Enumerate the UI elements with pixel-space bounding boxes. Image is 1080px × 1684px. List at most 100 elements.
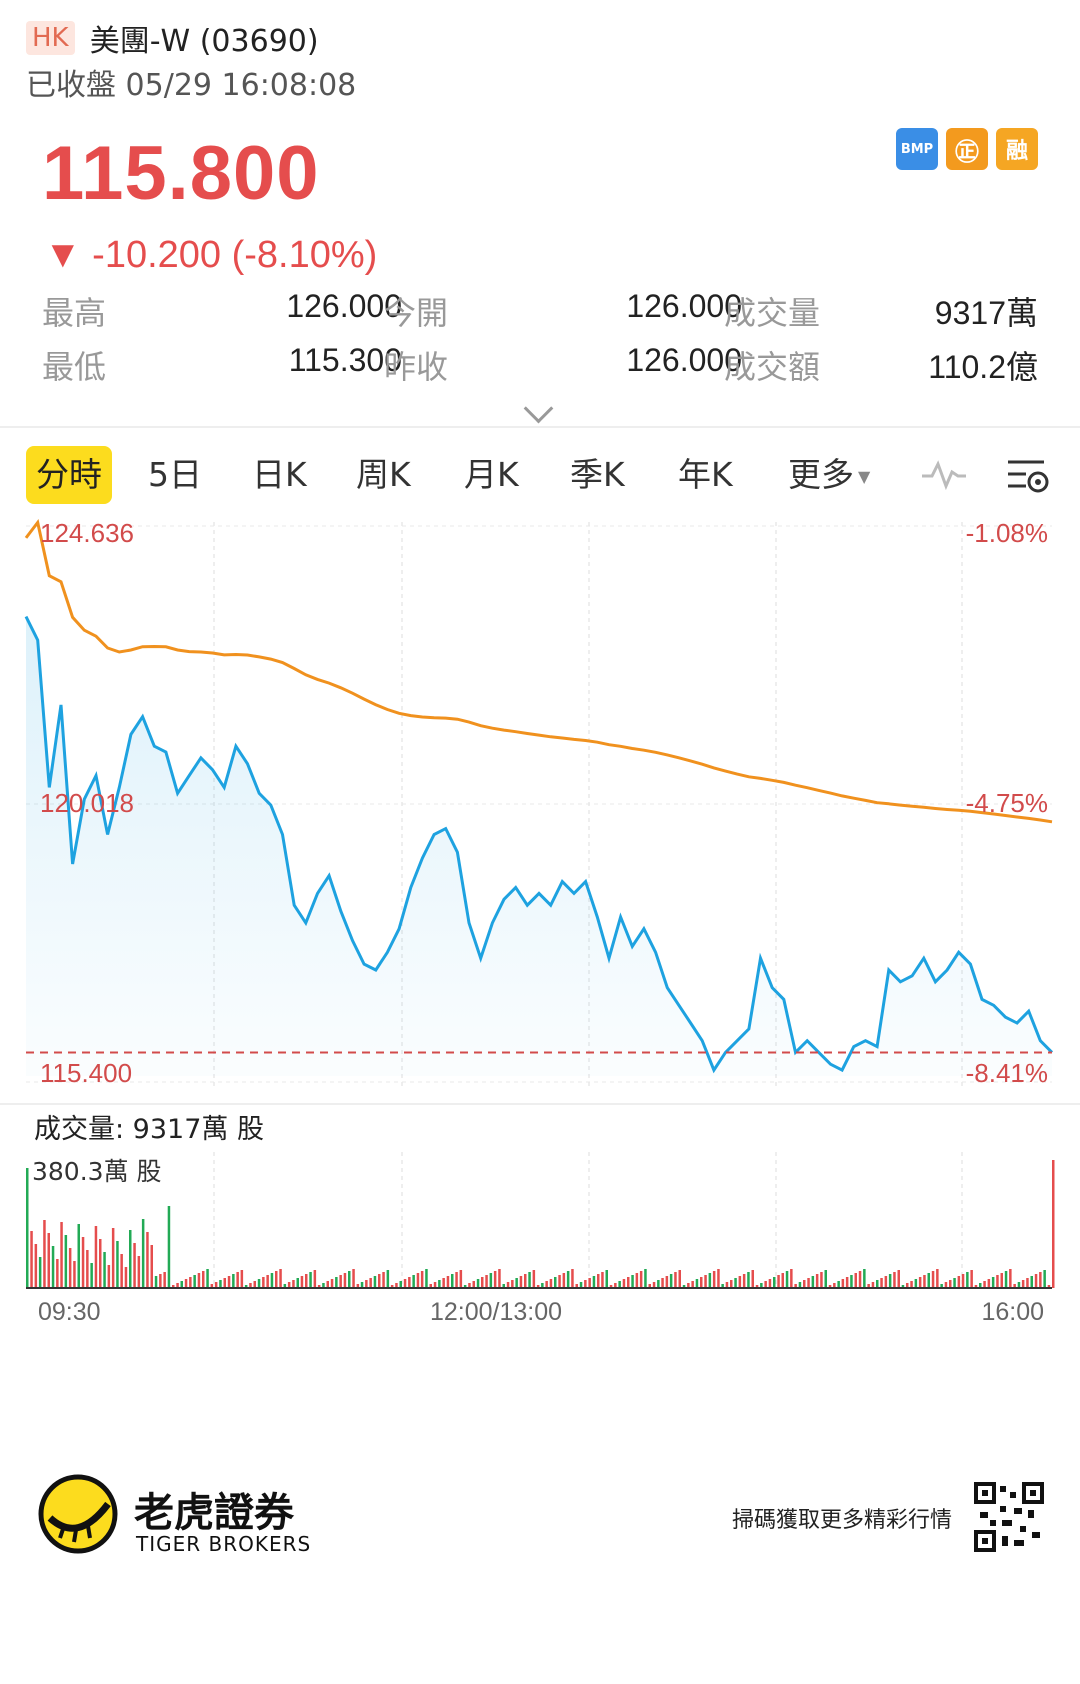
- volume-bar: [910, 1281, 913, 1288]
- volume-bar: [609, 1285, 613, 1288]
- volume-bar: [837, 1281, 840, 1288]
- volume-bar: [176, 1283, 179, 1288]
- volume-bar: [635, 1273, 639, 1288]
- volume-bar: [180, 1281, 183, 1288]
- volume-bar: [107, 1265, 111, 1288]
- volume-bar: [695, 1279, 699, 1288]
- stat-value-open: 126.000: [626, 288, 742, 324]
- volume-bar: [1034, 1274, 1038, 1288]
- volume-bar: [283, 1284, 287, 1288]
- stock-name: 美團-W (03690): [89, 24, 319, 59]
- volume-bar: [790, 1269, 793, 1288]
- connect-badge[interactable]: ㊣: [946, 128, 988, 170]
- stat-value-high: 126.000: [286, 288, 402, 324]
- tab-5day[interactable]: 5日: [148, 455, 202, 494]
- volume-bar: [987, 1279, 991, 1288]
- volume-bar: [322, 1283, 325, 1288]
- volume-bar: [506, 1282, 510, 1288]
- volume-bar: [232, 1274, 235, 1288]
- volume-bar: [116, 1241, 119, 1288]
- volume-bar: [416, 1273, 420, 1288]
- volume-bar: [103, 1252, 106, 1288]
- price-axis-bottom: 115.400: [40, 1058, 132, 1088]
- volume-bar: [262, 1277, 265, 1288]
- volume-bar: [798, 1282, 802, 1288]
- volume-bar: [845, 1277, 849, 1288]
- volume-bar: [240, 1270, 244, 1288]
- last-price: 115.800: [42, 131, 320, 216]
- volume-bar: [292, 1280, 295, 1288]
- volume-bar: [1021, 1280, 1025, 1288]
- volume-bar: [717, 1269, 720, 1288]
- volume-bar: [317, 1285, 321, 1288]
- price-area: [26, 616, 1052, 1076]
- volume-bar: [519, 1276, 523, 1288]
- volume-bar: [137, 1256, 141, 1288]
- volume-bar: [876, 1280, 879, 1288]
- volume-bar: [669, 1274, 673, 1288]
- volume-bar: [305, 1274, 308, 1288]
- volume-bar: [584, 1280, 587, 1288]
- indicator-wave-icon[interactable]: [920, 454, 968, 498]
- tab-intraday[interactable]: 分時: [26, 446, 112, 504]
- market-status: 已收盤 05/29 16:08:08: [26, 68, 357, 103]
- volume-bar: [395, 1283, 398, 1288]
- volume-bar: [77, 1224, 80, 1288]
- volume-bar: [219, 1280, 222, 1288]
- volume-bar: [120, 1254, 123, 1288]
- volume-bar: [682, 1285, 686, 1288]
- expand-chevron-icon[interactable]: [523, 393, 554, 424]
- volume-bar: [738, 1276, 742, 1288]
- volume-bar: [665, 1276, 669, 1288]
- tab-daily-k[interactable]: 日K: [252, 455, 307, 494]
- margin-badge[interactable]: 融: [996, 128, 1038, 170]
- stat-value-low: 115.300: [288, 342, 402, 378]
- volume-bar: [296, 1278, 299, 1288]
- intraday-chart[interactable]: 124.636 120.018 115.400 -1.08% -4.75% -8…: [0, 516, 1080, 1340]
- volume-bar: [249, 1283, 252, 1288]
- volume-bar: [141, 1219, 145, 1288]
- volume-bar: [592, 1276, 596, 1288]
- volume-bar: [68, 1248, 72, 1288]
- volume-bar: [888, 1274, 892, 1288]
- stats-panel: 最高 126.000 今開 126.000 成交量 9317萬 最低 115.3…: [42, 288, 1042, 396]
- tab-weekly-k[interactable]: 周K: [356, 455, 411, 494]
- volume-bar: [644, 1269, 647, 1288]
- tab-yearly-k[interactable]: 年K: [678, 455, 733, 494]
- price-axis-mid: 120.018: [40, 788, 134, 818]
- volume-bar: [146, 1232, 149, 1288]
- volume-bar: [884, 1276, 888, 1288]
- price-line: [24, 615, 1054, 1074]
- chart-settings-icon[interactable]: [1004, 454, 1050, 502]
- volume-max-label: 380.3萬 股: [32, 1157, 162, 1186]
- volume-bar: [931, 1271, 935, 1288]
- volume-bar: [223, 1278, 226, 1288]
- volume-bar: [502, 1284, 505, 1288]
- tab-quarterly-k[interactable]: 季K: [570, 455, 625, 494]
- volume-bar: [803, 1280, 806, 1288]
- volume-bar: [390, 1285, 394, 1288]
- volume-bar: [1052, 1160, 1055, 1288]
- stat-label-turnover: 成交額: [724, 348, 821, 386]
- volume-bar: [90, 1263, 93, 1288]
- volume-bar: [755, 1285, 759, 1288]
- volume-bar: [957, 1276, 961, 1288]
- stats-row: 最高 126.000 今開 126.000 成交量 9317萬: [42, 288, 1042, 342]
- volume-bar: [528, 1272, 531, 1288]
- volume-bar: [382, 1272, 385, 1288]
- volume-bar: [378, 1274, 381, 1288]
- volume-bar: [863, 1269, 866, 1288]
- stat-value-turnover: 110.2億: [928, 349, 1038, 385]
- volume-bar: [253, 1281, 256, 1288]
- tab-more[interactable]: 更多 ▼: [788, 446, 870, 504]
- bmp-badge[interactable]: BMP: [896, 128, 938, 170]
- volume-bar: [1017, 1282, 1021, 1288]
- average-price-line: [24, 519, 1053, 824]
- tab-monthly-k[interactable]: 月K: [464, 455, 519, 494]
- volume-bar: [51, 1246, 55, 1288]
- qr-code-icon[interactable]: [974, 1482, 1044, 1556]
- volume-bar: [901, 1285, 905, 1288]
- volume-bar: [1039, 1272, 1042, 1288]
- volume-bar: [549, 1279, 553, 1288]
- volume-bar: [287, 1282, 291, 1288]
